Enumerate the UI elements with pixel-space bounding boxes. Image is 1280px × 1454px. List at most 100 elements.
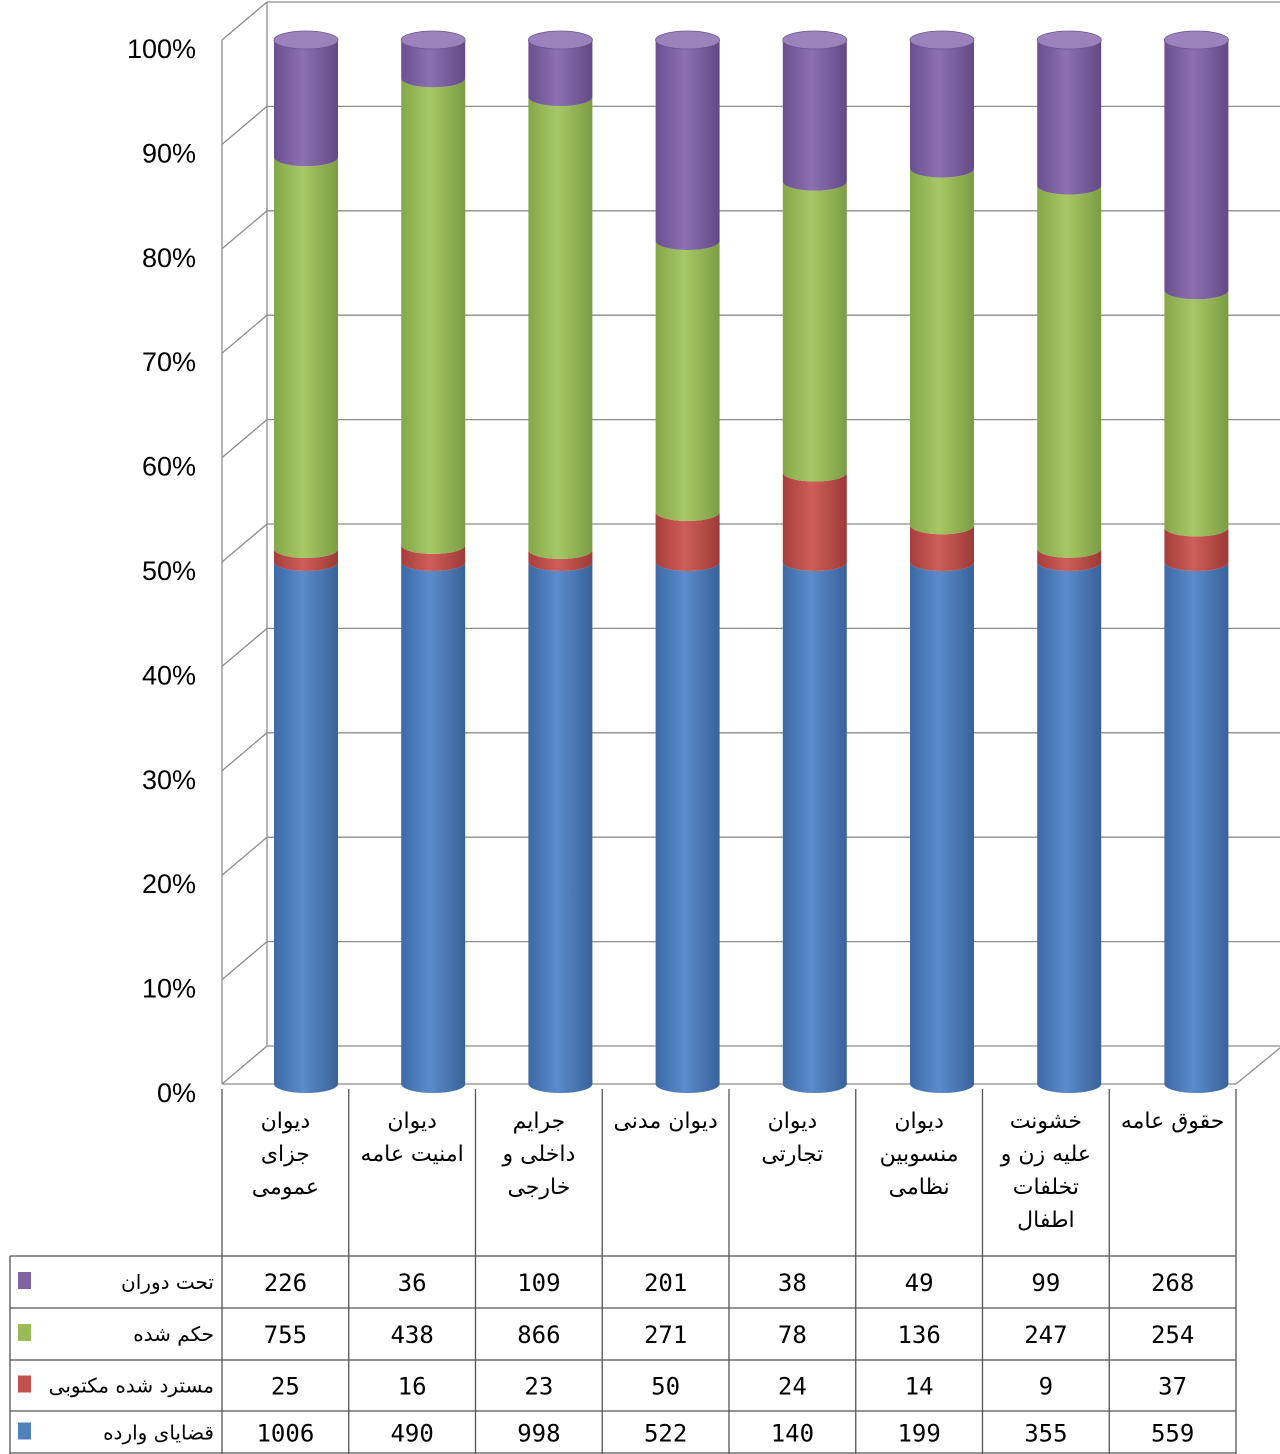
table-cell-value: 247 <box>1024 1321 1067 1349</box>
bar-cap <box>655 30 720 50</box>
y-tick-label: 30% <box>142 765 196 795</box>
table-cell-value: 136 <box>897 1321 940 1349</box>
gridlines <box>221 1 1280 1085</box>
gridline-side <box>221 941 268 981</box>
series-name: قضایای وارده <box>103 1421 214 1445</box>
gridline-side <box>221 314 268 354</box>
table-cell-value: 1006 <box>256 1420 314 1448</box>
table-cell-value: 866 <box>517 1321 560 1349</box>
series-name: تحت دوران <box>121 1270 214 1294</box>
bar-segment-3-5 <box>910 40 974 178</box>
legend-swatch <box>18 1272 31 1289</box>
category-label: نظامی <box>889 1175 950 1200</box>
bar-cap <box>1036 30 1102 50</box>
table-cell-value: 23 <box>524 1373 553 1401</box>
table-cell-value: 199 <box>897 1420 940 1448</box>
bar-segment-1-2 <box>528 549 593 571</box>
category-label: اطفال <box>1017 1208 1074 1233</box>
table-cell-value: 355 <box>1024 1420 1067 1448</box>
table-cell-value: 50 <box>651 1373 680 1401</box>
bar-segment-0-4 <box>782 562 847 1093</box>
bar-segment-2-0 <box>274 157 338 559</box>
y-tick-label: 60% <box>142 452 196 482</box>
bar-segment-3-1 <box>401 40 466 88</box>
table-cell-value: 271 <box>644 1321 687 1349</box>
category-label: جزای <box>261 1142 310 1167</box>
legend-swatch <box>18 1324 31 1341</box>
bar-segment-2-5 <box>910 168 974 535</box>
bar-segment-2-4 <box>782 181 847 482</box>
y-tick-label: 40% <box>142 660 196 690</box>
bar-segment-1-5 <box>910 525 974 571</box>
table-cell-value: 254 <box>1151 1321 1194 1349</box>
bar-segment-0-7 <box>1164 562 1229 1093</box>
bar-segment-1-4 <box>782 472 847 571</box>
category-label: دیوان <box>894 1109 944 1134</box>
bars <box>273 30 1229 1093</box>
table-cell-value: 109 <box>517 1269 560 1297</box>
series-name: مسترد شده مکتوبی <box>49 1374 214 1398</box>
table-cell-value: 490 <box>390 1420 433 1448</box>
table-cell-value: 36 <box>398 1269 427 1297</box>
bar-segment-2-7 <box>1164 290 1229 537</box>
table-cell-value: 755 <box>264 1321 307 1349</box>
y-axis-ticks: 0% 10% 20% 30% 40% 50% 60% 70% 80% 90% 100% <box>127 34 196 1108</box>
category-label: دیوان <box>261 1109 311 1134</box>
category-label: علیه زن و <box>1000 1142 1091 1167</box>
table-cell-value: 438 <box>390 1321 433 1349</box>
legend-swatch <box>18 1422 31 1440</box>
y-tick-label: 80% <box>142 243 196 273</box>
table-cell-value: 268 <box>1151 1269 1194 1297</box>
bar-segment-2-1 <box>401 78 466 554</box>
bar-cap <box>528 30 593 50</box>
bar-segment-0-5 <box>910 562 974 1093</box>
category-label: دیوان <box>768 1109 818 1134</box>
bar-cap <box>273 30 339 50</box>
bar-segment-0-6 <box>1037 562 1102 1093</box>
bar-segment-2-2 <box>528 97 593 559</box>
table-cell-value: 998 <box>517 1420 560 1448</box>
bar-cap <box>782 30 848 50</box>
floor-right-edge <box>1235 1047 1280 1085</box>
category-label: حقوق عامه <box>1121 1109 1225 1134</box>
category-label: منسوبین <box>880 1142 959 1167</box>
category-label: دیوان مدنی <box>613 1109 717 1134</box>
bar-segment-1-0 <box>274 549 338 571</box>
category-label: امنیت عامه <box>361 1142 464 1167</box>
legend-swatch <box>18 1375 31 1393</box>
bar-segment-2-6 <box>1037 185 1102 558</box>
series-name: حکم شده <box>133 1322 214 1346</box>
bar-segment-3-4 <box>782 40 847 191</box>
category-label: تخلفات <box>1013 1175 1079 1200</box>
bar-segment-1-1 <box>401 544 466 571</box>
category-label: جرایم <box>513 1109 566 1134</box>
bar-segment-1-6 <box>1037 548 1102 571</box>
gridline-side <box>221 105 268 145</box>
table-cell-value: 9 <box>1039 1373 1053 1401</box>
table-cell-value: 24 <box>778 1373 807 1401</box>
bar-segment-0-1 <box>401 562 466 1093</box>
table-cell-value: 78 <box>778 1321 807 1349</box>
table-cell-value: 37 <box>1158 1373 1187 1401</box>
bar-segment-3-6 <box>1037 40 1102 195</box>
table-cell-value: 14 <box>905 1373 934 1401</box>
gridline-side <box>221 523 268 563</box>
bar-cap <box>400 30 466 50</box>
bar-segment-1-3 <box>655 512 720 571</box>
gridline-side <box>221 836 268 876</box>
bar-segment-1-7 <box>1164 527 1229 571</box>
gridline-side <box>221 1 268 41</box>
gridline-side <box>221 627 268 667</box>
category-label: عمومی <box>252 1175 319 1200</box>
bar-segment-3-2 <box>528 40 593 107</box>
table-cell-value: 226 <box>264 1269 307 1297</box>
category-label: داخلی و <box>502 1142 576 1167</box>
y-tick-label: 0% <box>157 1078 196 1108</box>
table-cell-value: 49 <box>905 1269 934 1297</box>
table-cell-value: 559 <box>1151 1420 1194 1448</box>
y-tick-label: 10% <box>142 974 196 1004</box>
y-tick-label: 90% <box>142 138 196 168</box>
bar-segment-3-7 <box>1164 40 1229 300</box>
bar-segment-0-0 <box>274 562 338 1093</box>
bar-segment-0-2 <box>528 562 593 1093</box>
